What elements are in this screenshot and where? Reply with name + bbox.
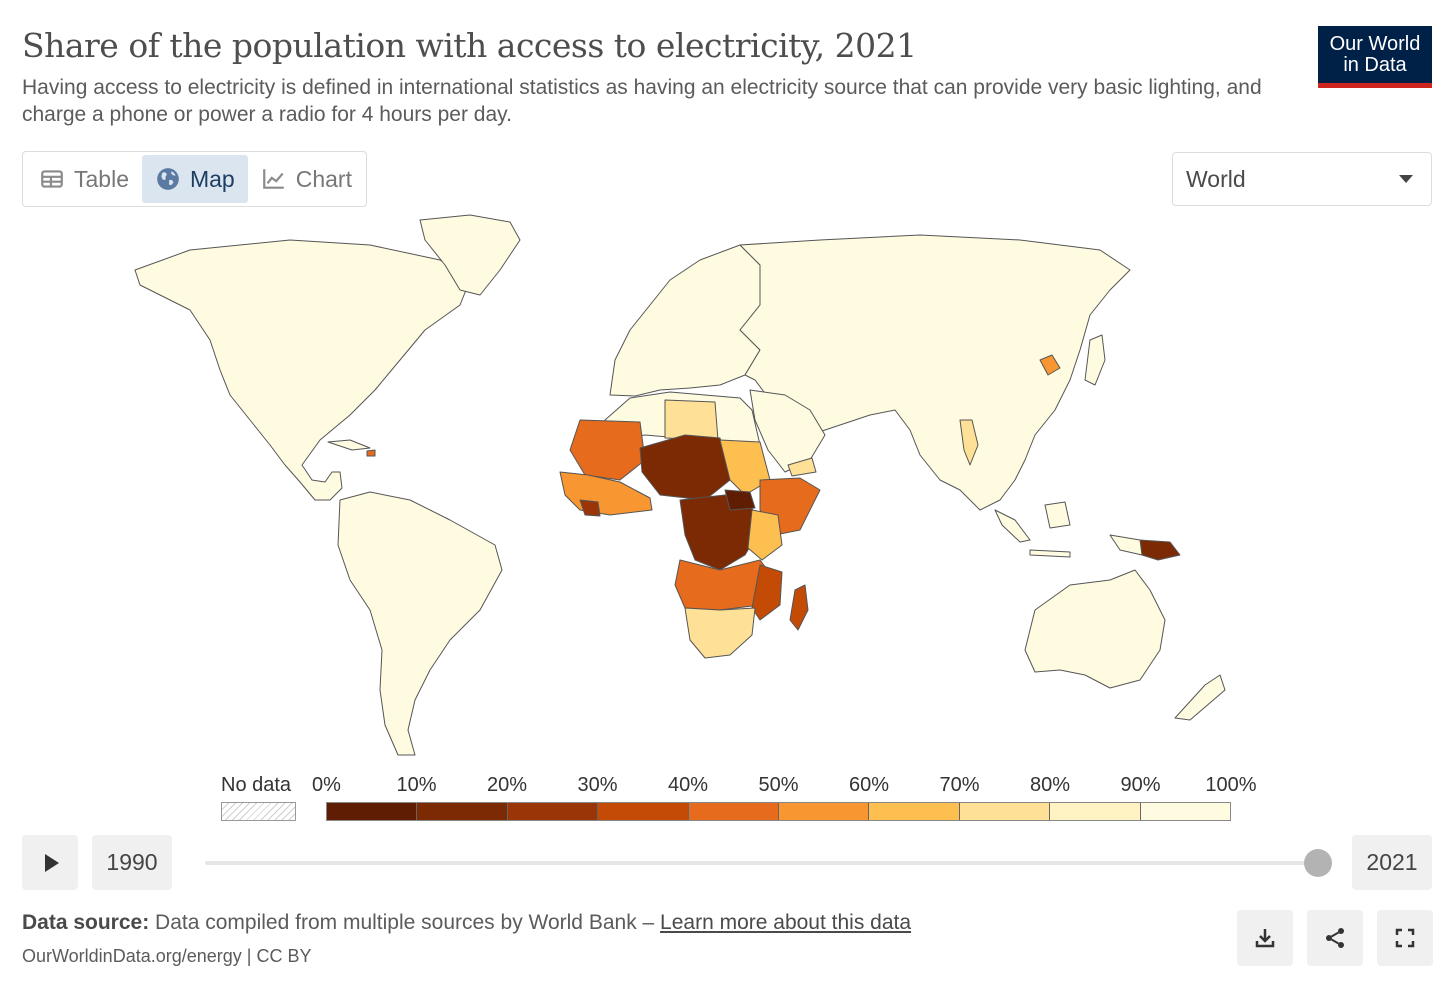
legend-tick-label: 60% xyxy=(848,774,890,796)
borneo[interactable] xyxy=(1044,501,1071,529)
legend-bin-6[interactable] xyxy=(869,803,960,820)
australia[interactable] xyxy=(1024,569,1166,689)
play-icon xyxy=(45,853,59,872)
legend-tick-label: 90% xyxy=(1120,774,1161,796)
north-korea[interactable] xyxy=(1039,354,1061,376)
legend-bin-3[interactable] xyxy=(598,803,689,820)
data-source-prefix: Data source: xyxy=(22,911,150,934)
chart-subtitle: Having access to electricity is defined … xyxy=(22,76,1262,126)
timeline-track[interactable] xyxy=(205,861,1318,865)
asia[interactable] xyxy=(739,234,1131,511)
view-tabs: Table Map Chart xyxy=(22,151,367,207)
region-select[interactable]: World xyxy=(1172,152,1432,206)
mozambique[interactable] xyxy=(751,564,783,621)
share-icon xyxy=(1326,928,1344,948)
tab-map[interactable]: Map xyxy=(141,155,248,203)
tab-chart[interactable]: Chart xyxy=(248,155,365,203)
myanmar[interactable] xyxy=(959,419,979,466)
tab-table[interactable]: Table xyxy=(26,155,142,203)
papua-new-guinea[interactable] xyxy=(1139,539,1181,561)
java[interactable] xyxy=(1029,549,1071,558)
mauritania-mali[interactable] xyxy=(569,419,646,481)
play-button[interactable] xyxy=(22,835,78,890)
logo-line-2: in Data xyxy=(1343,54,1407,76)
madagascar[interactable] xyxy=(789,584,809,631)
greenland[interactable] xyxy=(419,214,521,296)
timeline-end-year[interactable]: 2021 xyxy=(1352,835,1432,890)
sudan[interactable] xyxy=(719,439,771,496)
chart-title: Share of the population with access to e… xyxy=(22,26,917,65)
globe-icon xyxy=(157,168,179,190)
data-source-text: Data compiled from multiple sources by W… xyxy=(149,911,661,934)
table-icon xyxy=(41,170,63,188)
owid-logo[interactable]: Our World in Data xyxy=(1318,26,1432,88)
share-button[interactable] xyxy=(1307,910,1363,966)
west-africa-coast[interactable] xyxy=(559,471,653,516)
timeline-handle[interactable] xyxy=(1304,849,1332,877)
license-text: OurWorldinData.org/energy | CC BY xyxy=(22,946,312,966)
southern-africa-south[interactable] xyxy=(684,607,756,659)
legend-bin-4[interactable] xyxy=(688,803,780,820)
learn-more-link[interactable]: Learn more about this data xyxy=(660,911,912,934)
legend-bin-8[interactable] xyxy=(1050,803,1141,820)
chevron-down-icon xyxy=(1399,175,1413,183)
timeline-start-year[interactable]: 1990 xyxy=(92,835,172,890)
legend-tick-label: 80% xyxy=(1029,774,1071,796)
yemen[interactable] xyxy=(787,457,817,477)
legend-tick-label: 70% xyxy=(939,774,980,796)
new-zealand[interactable] xyxy=(1174,674,1226,721)
legend-tick-label: 100% xyxy=(1205,774,1257,796)
legend-bin-2[interactable] xyxy=(507,803,599,820)
tab-map-label: Map xyxy=(189,165,235,192)
legend-color-scale xyxy=(326,802,1231,821)
download-icon xyxy=(1255,929,1275,948)
south-america[interactable] xyxy=(337,491,503,756)
world-map xyxy=(134,214,1226,756)
data-source: Data source: Data compiled from multiple… xyxy=(22,911,911,935)
download-button[interactable] xyxy=(1237,910,1293,966)
legend-tick-label: 10% xyxy=(396,774,437,796)
legend-bin-7[interactable] xyxy=(959,803,1051,820)
line-chart-icon xyxy=(262,169,284,189)
legend-bin-5[interactable] xyxy=(779,803,870,820)
indonesia-papua[interactable] xyxy=(1109,534,1143,556)
legend-no-data-label: No data xyxy=(221,774,292,796)
legend-tick-label: 30% xyxy=(577,774,618,796)
libya[interactable] xyxy=(664,399,719,441)
fullscreen-icon xyxy=(1395,928,1415,948)
japan[interactable] xyxy=(1084,334,1106,386)
legend-bin-0[interactable] xyxy=(327,803,418,820)
legend-bin-9[interactable] xyxy=(1140,803,1231,820)
legend-tick-label: 0% xyxy=(312,774,341,796)
sumatra[interactable] xyxy=(994,509,1031,543)
cuba[interactable] xyxy=(327,439,371,451)
niger-chad[interactable] xyxy=(639,434,731,501)
sierra-leone-liberia[interactable] xyxy=(579,499,601,517)
legend-tick-label: 50% xyxy=(758,774,799,796)
legend-bin-1[interactable] xyxy=(417,803,508,820)
europe[interactable] xyxy=(609,244,761,397)
region-select-value: World xyxy=(1186,165,1246,192)
logo-line-1: Our World xyxy=(1329,33,1421,55)
fullscreen-button[interactable] xyxy=(1377,910,1433,966)
haiti[interactable] xyxy=(366,449,376,457)
tab-chart-label: Chart xyxy=(295,165,352,192)
tab-table-label: Table xyxy=(74,165,129,192)
logo-accent-bar xyxy=(1318,83,1432,88)
kenya-tanzania[interactable] xyxy=(747,509,783,561)
south-sudan[interactable] xyxy=(724,489,756,511)
legend-tick-label: 20% xyxy=(486,774,528,796)
legend-no-data-swatch xyxy=(221,802,296,821)
legend-tick-label: 40% xyxy=(667,774,709,796)
north-america[interactable] xyxy=(134,239,471,501)
